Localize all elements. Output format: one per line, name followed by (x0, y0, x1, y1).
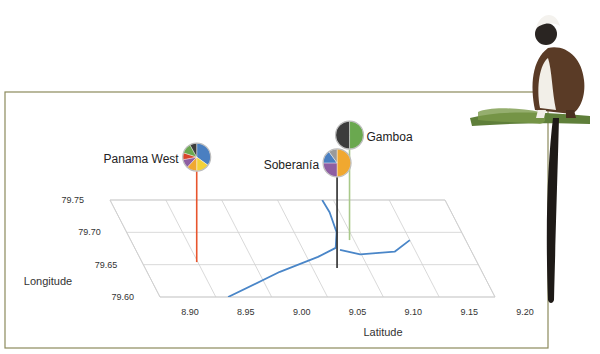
y-tick-label: 79.75 (61, 195, 84, 205)
grid-line (278, 200, 328, 297)
leg (566, 110, 576, 118)
leg (536, 110, 546, 118)
chart: 8.90 8.95 9.00 9.05 9.10 9.15 9.20 79.60 79.65 79… (0, 0, 600, 354)
plot-marks (228, 200, 410, 297)
pie-outline (336, 121, 364, 149)
pie-outline (323, 149, 351, 177)
body (533, 47, 585, 114)
plot-plane (110, 200, 495, 297)
pie-slice (197, 157, 208, 171)
grid-line (333, 200, 383, 297)
x-tick-label: 9.20 (516, 307, 534, 317)
site-label: Soberanía (264, 158, 320, 172)
pie-slice (337, 149, 351, 177)
site-stick (336, 177, 338, 268)
x-tick-label: 9.15 (460, 307, 478, 317)
x-tick-label: 8.90 (181, 307, 199, 317)
chest (538, 58, 556, 110)
pie-slice (190, 143, 197, 157)
site-stick (196, 171, 198, 262)
grid-line (143, 264, 478, 265)
y-tick-label: 79.60 (111, 292, 134, 302)
crest (536, 15, 560, 28)
y-axis-label: Longitude (24, 275, 72, 287)
x-tick-label: 8.95 (237, 307, 255, 317)
moss (478, 108, 545, 124)
x-tick-label: 9.05 (349, 307, 367, 317)
x-tick-label: 9.00 (293, 307, 311, 317)
y-tick-label: 79.70 (78, 227, 101, 237)
site-label: Gamboa (367, 130, 413, 144)
x-axis-label: Latitude (363, 326, 402, 338)
site-label: Panama West (104, 152, 180, 166)
pie-outline (183, 143, 211, 171)
grid-line (127, 232, 462, 233)
canal-line (228, 200, 410, 297)
grid-line (222, 200, 272, 297)
y-tick-label: 79.65 (95, 260, 118, 270)
tamarin-illustration (470, 15, 590, 303)
grid-line (445, 200, 495, 297)
grid-line (110, 200, 160, 297)
grid-line (160, 297, 495, 298)
x-tick-label: 9.10 (405, 307, 423, 317)
pie-slice (350, 121, 364, 149)
grid-line (110, 200, 445, 201)
pie-slice (336, 121, 350, 149)
grid-line (389, 200, 439, 297)
tail (547, 118, 559, 303)
frame (5, 92, 548, 348)
grid-line (166, 200, 216, 297)
